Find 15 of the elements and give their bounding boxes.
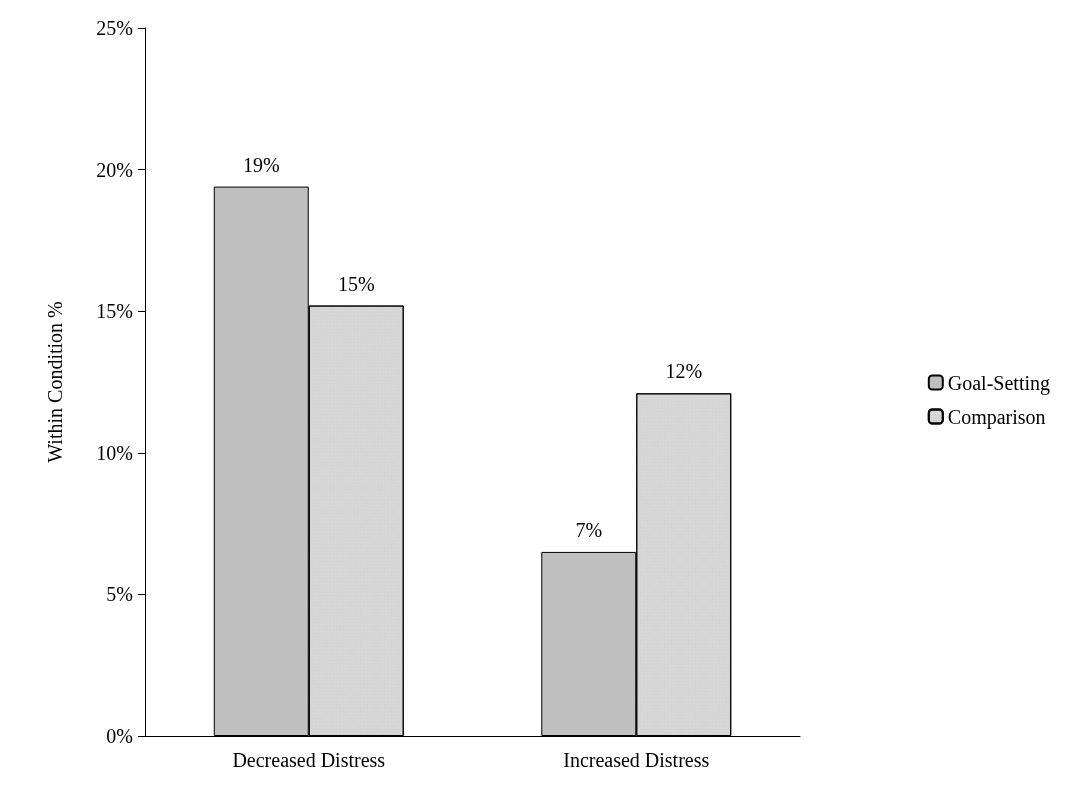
y-tick-label: 0% xyxy=(106,725,133,747)
y-tick-label: 20% xyxy=(96,158,133,181)
y-tick-label: 25% xyxy=(96,17,133,39)
x-tick-label: Increased Distress xyxy=(563,749,710,771)
data-label: 12% xyxy=(665,360,703,383)
legend-label: Goal-Setting xyxy=(947,371,1051,395)
y-tick-label: 5% xyxy=(106,583,133,606)
y-axis-title: Within Condition % xyxy=(44,301,66,463)
y-tick-label: 10% xyxy=(96,441,133,464)
y-tick-label: 15% xyxy=(96,300,133,323)
x-tick-label: Decreased Distress xyxy=(232,749,386,771)
data-label: 19% xyxy=(242,153,280,176)
data-label: 7% xyxy=(575,518,603,541)
data-label: 15% xyxy=(337,272,375,295)
legend-label: Comparison xyxy=(947,405,1046,429)
